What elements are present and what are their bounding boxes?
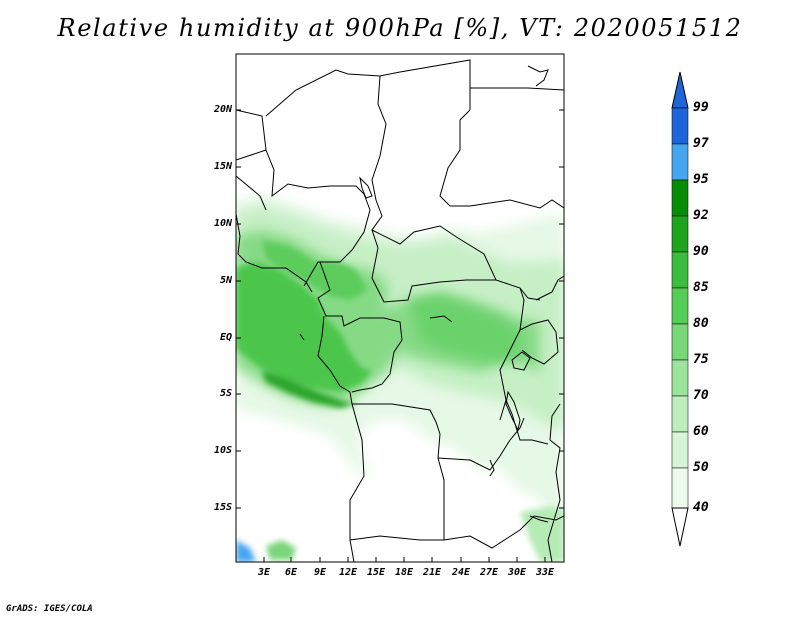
border-line: [371, 247, 496, 303]
colorbar-swatch: [671, 395, 689, 433]
border-line: [371, 225, 541, 301]
border-line: [265, 149, 371, 287]
lon-label: 33E: [535, 567, 555, 578]
border-line: [265, 59, 471, 117]
lon-label: 24E: [451, 567, 471, 578]
colorbar-label: 85: [693, 280, 709, 295]
border-line: [439, 109, 564, 209]
humidity-southwest-cell: [236, 540, 256, 562]
colorbar-label: 75: [693, 352, 709, 367]
colorbar-swatch: [671, 359, 689, 397]
lake-outline: [489, 459, 495, 477]
lon-label: 3E: [257, 567, 271, 578]
colorbar-swatch: [671, 215, 689, 253]
border-line: [349, 515, 564, 549]
humidity-85-90-region: [236, 262, 372, 392]
lake-outline: [429, 315, 453, 323]
border-line: [505, 399, 549, 445]
border-line: [437, 417, 525, 471]
lon-label: 12E: [338, 567, 358, 578]
border-line: [236, 175, 267, 211]
lon-label: 18E: [394, 567, 414, 578]
humidity-90-92-region: [262, 370, 356, 408]
colorbar-label: 80: [693, 316, 709, 331]
map-frame: [235, 53, 565, 563]
lon-label: 21E: [422, 567, 442, 578]
lon-label: 6E: [284, 567, 298, 578]
colorbar-swatch: [671, 431, 689, 469]
lat-label: 5S: [219, 388, 232, 399]
colorbar-swatch: [671, 179, 689, 217]
lon-label: 30E: [507, 567, 527, 578]
colorbar-label: 92: [693, 208, 709, 223]
lat-label: EQ: [219, 332, 232, 343]
colorbar-swatch: [671, 143, 689, 181]
colorbar-swatch: [671, 323, 689, 361]
lake-outline: [299, 333, 305, 341]
border-line: [236, 109, 267, 161]
border-line: [317, 315, 445, 540]
colorbar-label: 50: [693, 460, 709, 475]
colorbar-swatch: [671, 107, 689, 145]
axis-ticks: [236, 109, 564, 562]
border-line: [547, 403, 561, 562]
lake-outline: [505, 390, 521, 432]
grads-credit: GrADS: IGES/COLA: [6, 604, 93, 614]
humidity-southeast-region: [520, 506, 564, 562]
country-borders: [236, 59, 564, 562]
map-title: Relative humidity at 900hPa [%], VT: 202…: [57, 14, 743, 42]
colorbar-swatch: [671, 467, 689, 509]
humidity-field: [236, 196, 564, 562]
lat-label: 10N: [213, 218, 232, 229]
lat-label: 20N: [213, 104, 232, 115]
border-line: [519, 319, 559, 365]
border-line: [535, 275, 564, 301]
border-line: [470, 87, 564, 91]
humidity-southwest-cell-2: [266, 540, 296, 560]
lat-label: 15S: [213, 502, 232, 513]
colorbar-label: 70: [693, 388, 709, 403]
colorbar-swatch: [671, 251, 689, 289]
colorbar-swatch: [671, 287, 689, 325]
border-line: [236, 213, 313, 293]
lake-outline: [527, 65, 549, 87]
lat-label: 15N: [213, 161, 232, 172]
lon-label: 15E: [366, 567, 386, 578]
lon-label: 9E: [313, 567, 327, 578]
humidity-85-90-region-north: [262, 240, 368, 300]
lon-label: 27E: [479, 567, 499, 578]
border-line: [349, 403, 365, 562]
colorbar-bottom-arrow: [671, 507, 689, 547]
lake-outline: [511, 351, 531, 371]
colorbar-label: 95: [693, 172, 709, 187]
lat-label: 5N: [219, 275, 232, 286]
colorbar: [671, 71, 689, 547]
lat-label: 10S: [213, 445, 232, 456]
colorbar-label: 99: [693, 100, 709, 115]
colorbar-label: 60: [693, 424, 709, 439]
colorbar-top-arrow: [671, 71, 689, 109]
colorbar-label: 97: [693, 136, 709, 151]
colorbar-label: 90: [693, 244, 709, 259]
humidity-85-90-region-east: [410, 296, 520, 362]
border-line: [317, 261, 403, 393]
border-line: [371, 75, 387, 249]
colorbar-label: 40: [693, 500, 709, 515]
lake-outline: [359, 176, 373, 199]
lake-outline: [529, 515, 549, 523]
